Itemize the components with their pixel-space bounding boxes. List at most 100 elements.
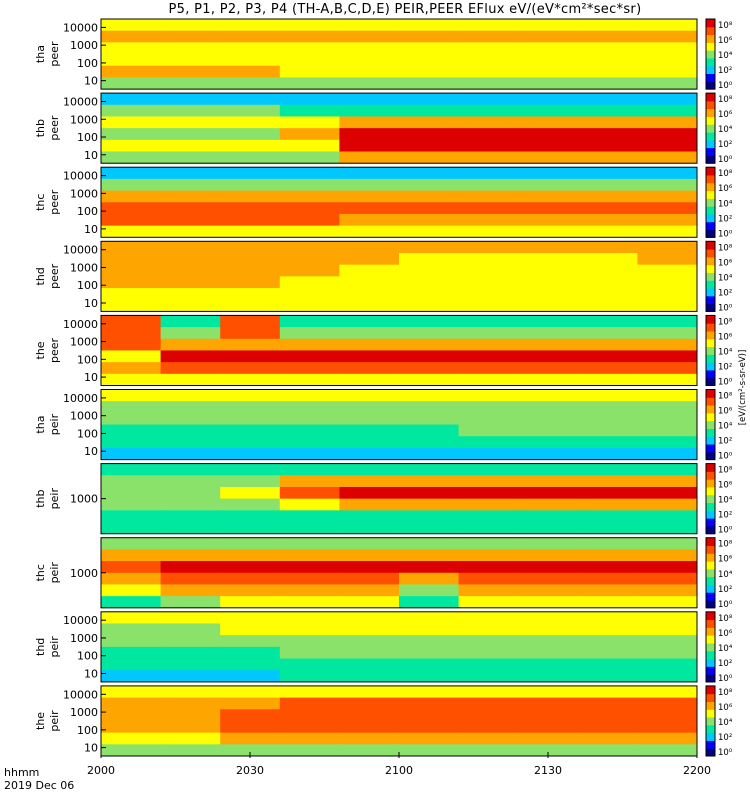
heatmap-cell — [220, 658, 281, 671]
heatmap-cell — [339, 362, 400, 375]
heatmap-cell — [339, 288, 400, 301]
heatmap-cell — [518, 167, 579, 180]
heatmap-cell — [399, 436, 460, 449]
heatmap-cell — [101, 65, 162, 78]
heatmap-cell — [518, 93, 579, 106]
heatmap-cell — [399, 412, 460, 426]
colorbar-swatch — [706, 600, 715, 609]
panel-frame — [100, 18, 698, 90]
heatmap-cell — [577, 522, 638, 535]
panel-species-label: peer — [48, 263, 61, 289]
heatmap-cell — [399, 373, 460, 386]
heatmap-cell — [637, 389, 698, 402]
heatmap-cell — [458, 537, 519, 550]
heatmap-cell — [160, 276, 221, 289]
heatmap-cell — [220, 350, 281, 363]
y-tick-label: 1000 — [70, 39, 98, 52]
heatmap-cell — [399, 389, 460, 402]
heatmap-cell — [160, 225, 221, 238]
heatmap-cell — [220, 327, 281, 340]
heatmap-cell — [339, 584, 400, 597]
heatmap-cell — [577, 658, 638, 671]
colorbar-swatch — [706, 650, 715, 660]
heatmap-cell — [160, 65, 221, 78]
colorbar-tick-label: 10⁸ — [718, 21, 733, 31]
heatmap-cell — [577, 463, 638, 476]
colorbar-tick-label: 10⁴ — [718, 51, 733, 61]
colorbar-swatch — [706, 525, 715, 535]
heatmap-cell — [518, 475, 579, 488]
panel-frame — [100, 240, 698, 312]
colorbar-swatch — [706, 685, 715, 695]
heatmap-cell — [399, 350, 460, 363]
heatmap-cell — [279, 486, 340, 500]
heatmap-cell — [518, 611, 579, 624]
heatmap-cell — [577, 611, 638, 624]
heatmap-cell — [160, 658, 221, 671]
colorbar-frame — [705, 314, 716, 386]
colorbar-tick-label: 10⁰ — [718, 229, 733, 239]
panel-frame — [100, 314, 698, 386]
colorbar-tick-label: 10² — [718, 585, 732, 595]
heatmap-cell — [339, 475, 400, 488]
heatmap-cell — [518, 104, 579, 117]
panel-probe-label: thc — [34, 194, 47, 211]
panel-thd-peer: 10000 1000 100 10 thd peer 10⁸ 10⁶ 10⁴ 10² 10⁰ — [34, 240, 733, 313]
colorbar-swatch — [706, 502, 715, 511]
heatmap-cell — [399, 315, 460, 328]
colorbar-swatch — [706, 34, 715, 43]
heatmap-cell — [577, 213, 638, 227]
heatmap-cell — [101, 584, 162, 597]
heatmap-cell — [399, 167, 460, 180]
colorbar-swatch — [706, 221, 715, 231]
heatmap-cell — [637, 151, 698, 164]
heatmap-cell — [101, 373, 162, 386]
colorbar-tick-label: 10⁶ — [718, 703, 733, 713]
heatmap-cell — [279, 362, 340, 375]
heatmap-cell — [399, 685, 460, 699]
heatmap-cell — [399, 549, 460, 562]
heatmap-cell — [160, 362, 221, 375]
heatmap-cell — [637, 116, 698, 129]
heatmap-cell — [101, 327, 162, 340]
heatmap-cell — [577, 202, 638, 215]
heatmap-cell — [518, 264, 579, 277]
heatmap-cell — [518, 447, 579, 461]
heatmap-cell — [279, 104, 340, 117]
colorbar-swatch — [706, 42, 715, 51]
colorbar-swatch — [706, 451, 715, 461]
heatmap-cell — [577, 264, 638, 277]
heatmap-cell — [279, 389, 340, 402]
heatmap-cell — [399, 225, 460, 238]
heatmap-cell — [101, 697, 162, 710]
heatmap-cell — [279, 151, 340, 164]
heatmap-cell — [160, 139, 221, 153]
heatmap-cell — [220, 596, 281, 609]
heatmap-cell — [339, 623, 400, 636]
heatmap-cell — [458, 697, 519, 710]
heatmap-cell — [220, 486, 281, 500]
panel-probe-label: thb — [34, 119, 47, 137]
heatmap-cell — [518, 709, 579, 722]
heatmap-cell — [279, 167, 340, 180]
heatmap-cell — [637, 463, 698, 476]
heatmap-cell — [637, 276, 698, 289]
colorbar-swatch — [706, 674, 715, 683]
heatmap-cell — [637, 596, 698, 609]
heatmap-cell — [577, 54, 638, 67]
heatmap-cell — [101, 635, 162, 648]
heatmap-cell — [339, 510, 400, 523]
colorbar-frame — [705, 92, 716, 164]
heatmap-cell — [339, 412, 400, 426]
colorbar-tick-label: 10⁴ — [718, 347, 733, 357]
heatmap-cell — [220, 93, 281, 106]
heatmap-cell — [518, 720, 579, 734]
heatmap-cell — [279, 139, 340, 153]
heatmap-cell — [339, 596, 400, 609]
heatmap-cell — [279, 732, 340, 745]
heatmap-cell — [458, 19, 519, 32]
colorbar-tick-label: 10⁰ — [718, 378, 733, 388]
heatmap-cell — [220, 252, 281, 266]
heatmap-cell — [101, 362, 162, 375]
heatmap-cell — [101, 42, 162, 55]
